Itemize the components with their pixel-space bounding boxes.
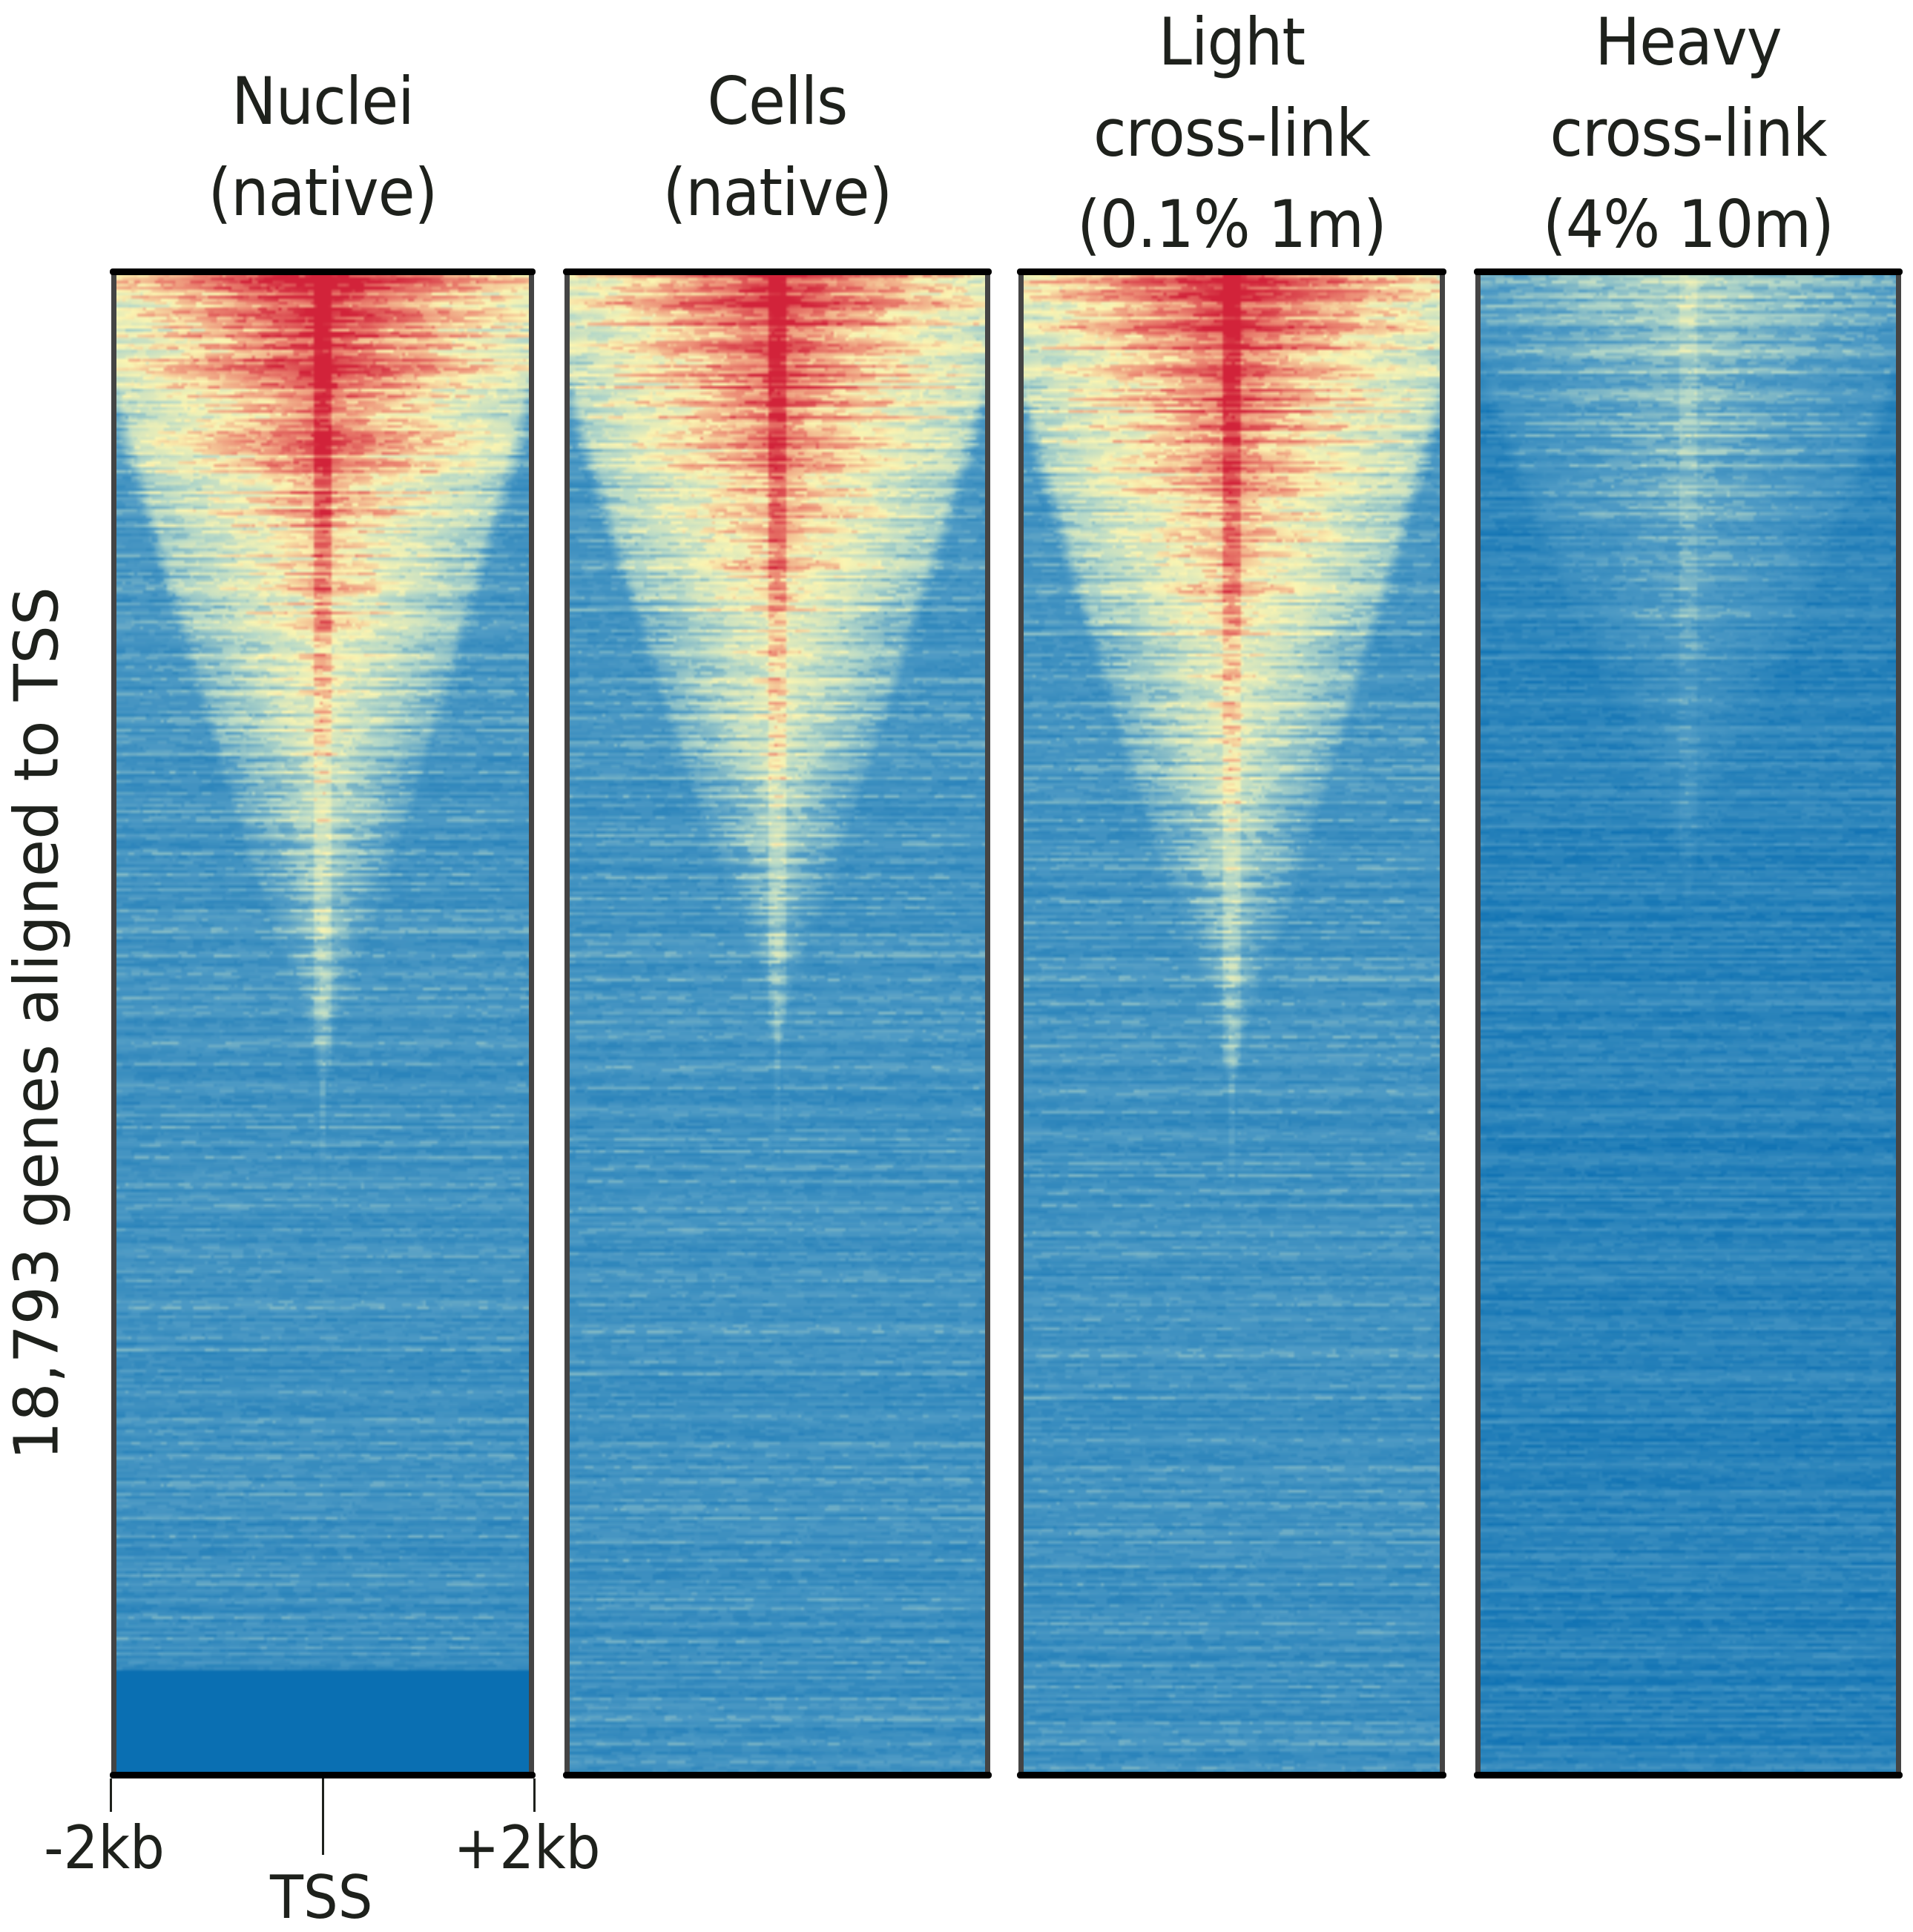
x-tick-label-tss: TSS <box>270 1863 373 1932</box>
heatmap-canvas <box>1481 271 1896 1776</box>
panel-bottom-border <box>1474 1772 1903 1778</box>
panel-top-border <box>110 268 536 275</box>
y-axis-label: 18,793 genes aligned to TSS <box>1 587 73 1460</box>
panel-title-line: (0.1% 1m) <box>1077 186 1387 263</box>
panel-title-light-crosslink: Light cross-link (0.1% 1m) <box>1035 0 1428 270</box>
panel-top-border <box>563 268 992 275</box>
heatmap-panel-heavy-crosslink <box>1475 271 1901 1776</box>
heatmap-panel-nuclei <box>111 271 534 1776</box>
x-tick-mark-tss <box>322 1778 324 1855</box>
x-tick-mark-minus-2kb <box>110 1778 112 1812</box>
panel-title-line: cross-link <box>1093 95 1371 171</box>
heatmap-panel-cells <box>564 271 990 1776</box>
panel-title-cells: Cells (native) <box>582 56 973 238</box>
panel-bottom-border <box>563 1772 992 1778</box>
panel-title-line: Nuclei <box>231 63 415 139</box>
panel-bottom-border <box>110 1772 536 1778</box>
heatmap-canvas <box>116 271 529 1776</box>
panel-top-border <box>1474 268 1903 275</box>
panel-title-nuclei: Nuclei (native) <box>128 56 517 238</box>
panel-title-line: (native) <box>662 154 893 231</box>
x-tick-label-minus-2kb: -2kb <box>44 1813 165 1882</box>
panel-top-border <box>1017 268 1446 275</box>
x-tick-label-plus-2kb: +2kb <box>453 1813 601 1882</box>
panel-title-line: Cells <box>707 63 849 139</box>
panel-title-line: cross-link <box>1550 95 1827 171</box>
panel-title-heavy-crosslink: Heavy cross-link (4% 10m) <box>1492 0 1884 270</box>
heatmap-canvas <box>1024 271 1440 1776</box>
panel-title-line: Light <box>1158 4 1305 80</box>
panel-title-line: Heavy <box>1595 4 1782 80</box>
panel-title-line: (native) <box>208 154 438 231</box>
heatmap-canvas <box>570 271 985 1776</box>
panel-title-line: (4% 10m) <box>1543 186 1834 263</box>
panel-bottom-border <box>1017 1772 1446 1778</box>
x-tick-mark-plus-2kb <box>533 1778 536 1812</box>
heatmap-panel-light-crosslink <box>1018 271 1445 1776</box>
